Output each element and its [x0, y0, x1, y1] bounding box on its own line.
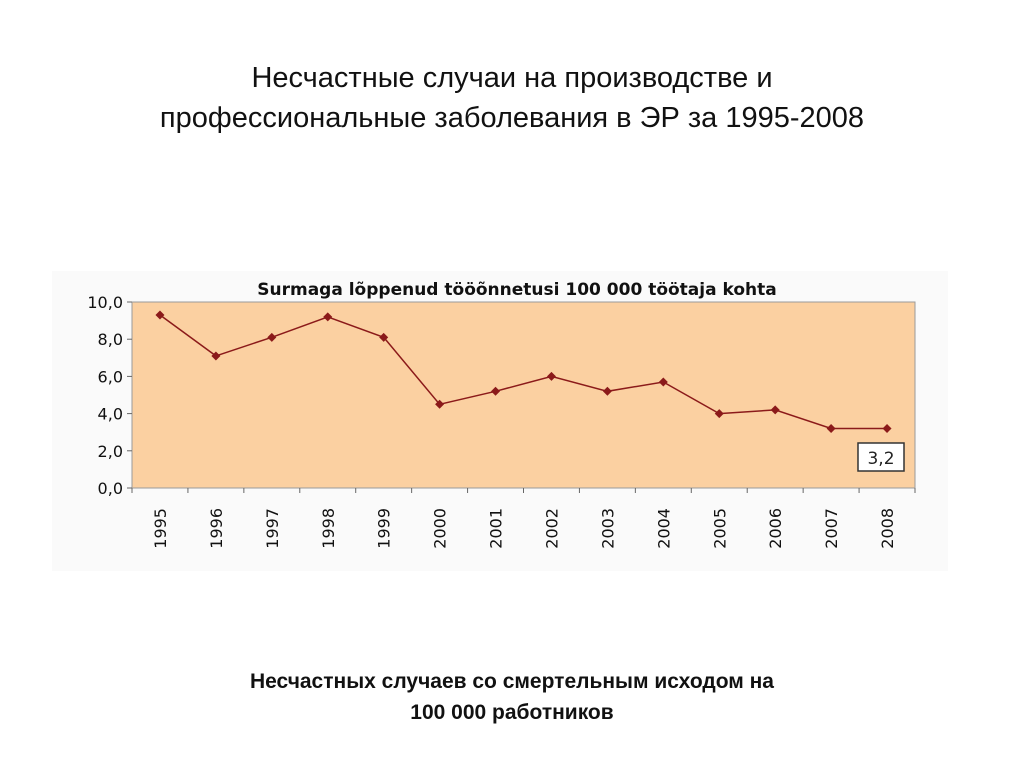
y-axis: 0,0 2,0 4,0 6,0 8,0 10,0 — [87, 293, 132, 498]
data-point — [155, 310, 165, 320]
value-callout: 3,2 — [857, 442, 905, 472]
x-tick-label: 2003 — [598, 508, 617, 549]
data-point — [379, 332, 389, 342]
x-tick-label: 2008 — [878, 508, 897, 549]
x-tick-label: 2007 — [822, 508, 841, 549]
data-point — [714, 409, 724, 419]
data-point — [658, 377, 668, 387]
x-tick-label: 1996 — [207, 508, 226, 549]
data-point — [491, 386, 501, 396]
data-point — [211, 351, 221, 361]
chart-title: Surmaga lõppenud tööõnnetusi 100 000 töö… — [257, 280, 776, 300]
data-point — [882, 423, 892, 433]
y-tick-label: 10,0 — [87, 293, 123, 312]
x-tick-label: 2006 — [766, 508, 785, 549]
slide-title-line-2: профессиональные заболевания в ЭР за 199… — [159, 102, 865, 134]
chart-caption: Несчастных случаев со смертельным исходо… — [0, 666, 1024, 728]
slide-title-line-1: Несчастные случаи на производстве и — [251, 62, 773, 94]
x-tick-label: 2002 — [542, 508, 561, 549]
data-point — [770, 405, 780, 415]
y-tick-label: 4,0 — [98, 405, 123, 424]
x-tick-label: 2005 — [710, 508, 729, 549]
callout-label: 3,2 — [867, 449, 894, 469]
data-point — [602, 386, 612, 396]
y-tick-label: 8,0 — [98, 330, 123, 349]
chart-panel: Surmaga lõppenud tööõnnetusi 100 000 töö… — [52, 271, 948, 571]
y-tick-label: 6,0 — [98, 367, 123, 386]
data-point — [267, 332, 277, 342]
data-point — [826, 423, 836, 433]
x-axis: 1995 1996 1997 1998 1999 2000 2001 2002 2003 2004… — [131, 488, 916, 549]
x-tick-label: 1995 — [151, 508, 170, 549]
callout-box — [857, 442, 905, 472]
series-line — [159, 314, 887, 430]
y-tick-label: 0,0 — [98, 479, 123, 498]
caption-line-1: Несчастных случаев со смертельным исходо… — [249, 670, 774, 693]
x-tick-label: 2004 — [654, 508, 673, 549]
x-tick-label: 1997 — [263, 508, 282, 549]
x-tick-label: 2000 — [431, 508, 450, 549]
x-tick-label: 1999 — [375, 508, 394, 549]
data-point — [323, 312, 333, 322]
y-tick-label: 2,0 — [98, 442, 123, 461]
caption-line-2: 100 000 работников — [410, 701, 614, 724]
series-markers — [155, 310, 892, 433]
slide-title: Несчастные случаи на производстве и проф… — [0, 58, 1024, 138]
x-tick-label: 1998 — [319, 508, 338, 549]
data-point — [546, 371, 556, 381]
plot-area — [131, 301, 916, 489]
x-tick-label: 2001 — [487, 508, 506, 549]
line-chart: Surmaga lõppenud tööõnnetusi 100 000 töö… — [87, 280, 916, 549]
data-point — [435, 399, 445, 409]
